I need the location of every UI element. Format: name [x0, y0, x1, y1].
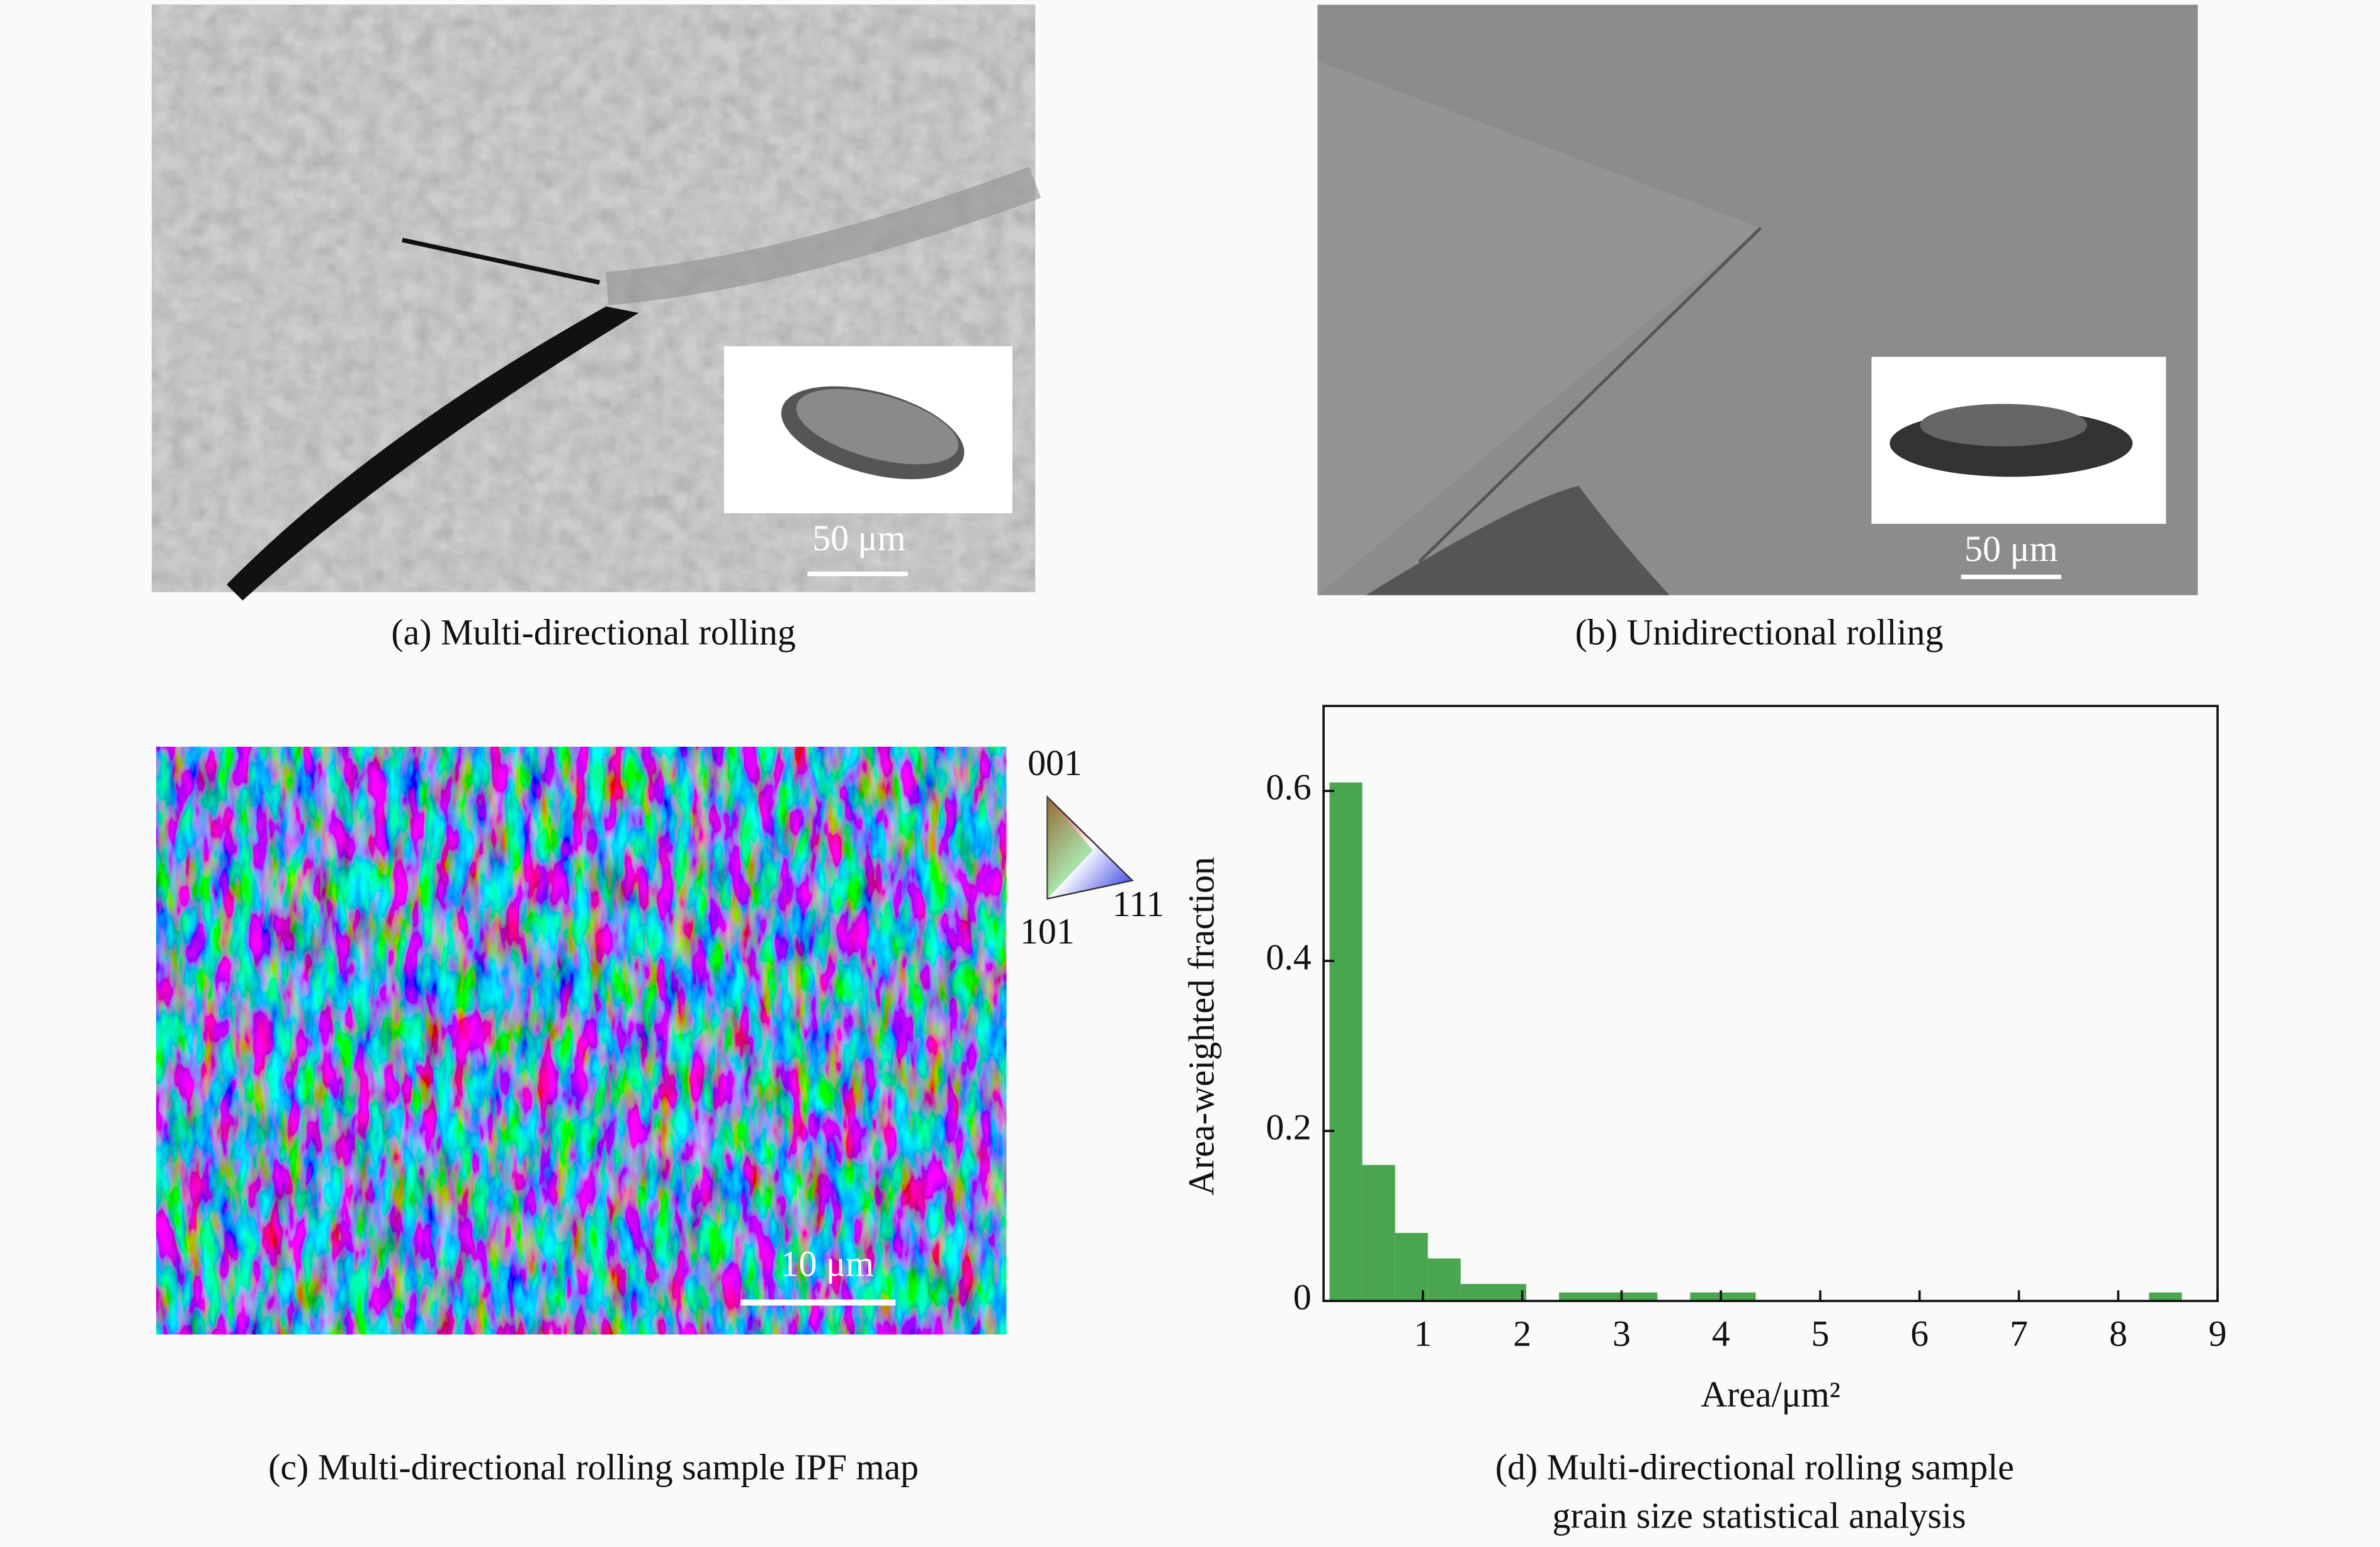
legend-label: 111: [1113, 883, 1164, 924]
x-tick-label: 9: [2209, 1313, 2227, 1354]
scale-label: 50 μm: [812, 518, 905, 558]
caption: (c) Multi-directional rolling sample IPF…: [268, 1447, 919, 1488]
panel-c: 10 μm 001 101 111 (c) Multi-directional …: [156, 742, 1164, 1488]
ipf-map: [156, 747, 1007, 1335]
y-tick-label: 0: [1293, 1277, 1312, 1318]
x-tick-label: 2: [1513, 1313, 1531, 1354]
bar: [1362, 1165, 1395, 1301]
legend-label: 001: [1028, 742, 1082, 783]
panel-a: 50 μm (a) Multi-directional rolling: [152, 4, 1041, 653]
scale-label: 50 μm: [1964, 528, 2058, 569]
bar: [1624, 1292, 1658, 1301]
y-axis-label: Area-weighted fraction: [1181, 857, 1221, 1196]
caption: (b) Unidirectional rolling: [1575, 612, 1944, 653]
bar: [1690, 1292, 1723, 1301]
bar: [1329, 782, 1363, 1301]
crack: [402, 237, 600, 285]
x-tick-label: 7: [2010, 1313, 2028, 1354]
sample: [796, 388, 959, 465]
bar: [1427, 1258, 1461, 1301]
y-tick-label: 0.2: [1266, 1107, 1312, 1148]
bar: [1559, 1292, 1592, 1301]
y-tick-label: 0.4: [1266, 937, 1312, 978]
bar: [1723, 1292, 1756, 1301]
ipf-triangle: [1046, 795, 1134, 900]
crack: [227, 306, 639, 601]
panel-d: (d) Multi-directional rolling sample gra…: [1181, 705, 2227, 1536]
caption: (d) Multi-directional rolling sample: [1495, 1447, 2014, 1488]
ipf-triangle: [1047, 796, 1093, 899]
bar: [2149, 1292, 2182, 1301]
legend-label: 101: [1020, 911, 1075, 952]
crack: [1418, 227, 1762, 563]
fracture: [1366, 485, 1670, 596]
panel-b: 50 μm (b) Unidirectional rolling: [1317, 4, 2198, 653]
x-tick-label: 8: [2109, 1313, 2128, 1354]
plot-frame: [1322, 705, 2219, 1303]
x-axis-label: Area/μm²: [1701, 1374, 1840, 1415]
scale-label: 10 μm: [781, 1243, 874, 1284]
caption: (a) Multi-directional rolling: [391, 612, 796, 653]
caption: grain size statistical analysis: [1553, 1495, 1966, 1536]
bar: [1460, 1284, 1493, 1301]
bar: [1395, 1233, 1428, 1301]
x-tick-label: 3: [1612, 1313, 1631, 1354]
bar: [1493, 1284, 1526, 1301]
x-tick-label: 5: [1811, 1313, 1830, 1354]
shade: [1317, 60, 1761, 596]
x-tick-label: 6: [1910, 1313, 1929, 1354]
sample: [1920, 404, 2087, 446]
x-tick-label: 1: [1414, 1313, 1432, 1354]
boundary: [606, 166, 1041, 305]
x-tick-label: 4: [1712, 1313, 1730, 1354]
bar: [1592, 1292, 1625, 1301]
y-tick-label: 0.6: [1266, 767, 1312, 808]
